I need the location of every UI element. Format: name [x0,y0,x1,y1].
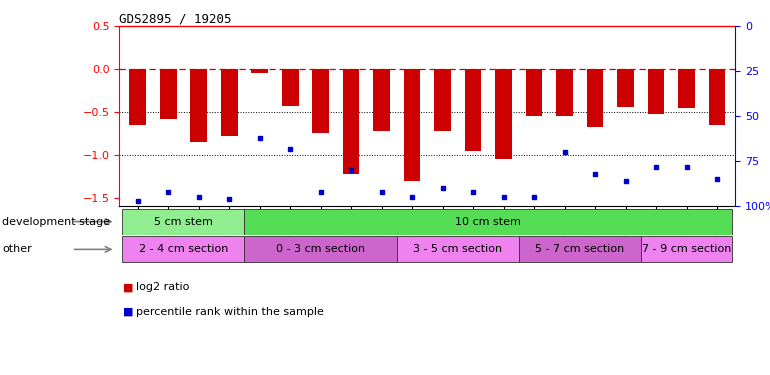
Bar [129,69,146,125]
Bar [397,236,519,262]
Bar [526,69,543,116]
Text: log2 ratio: log2 ratio [136,282,189,292]
Bar [190,69,207,142]
Text: ■: ■ [123,307,134,316]
Text: percentile rank within the sample: percentile rank within the sample [136,307,324,316]
Bar [495,69,512,159]
Bar [678,69,695,108]
Text: 0 - 3 cm section: 0 - 3 cm section [276,244,365,254]
Text: 10 cm stem: 10 cm stem [455,217,521,226]
Text: 5 cm stem: 5 cm stem [154,217,213,226]
Bar [122,236,244,262]
Text: 3 - 5 cm section: 3 - 5 cm section [413,244,502,254]
Bar [708,69,725,125]
Text: GDS2895 / 19205: GDS2895 / 19205 [119,12,232,25]
Text: other: other [2,244,32,254]
Bar [343,69,360,174]
Bar [587,69,604,128]
Bar [373,69,390,131]
Bar [251,69,268,74]
Bar [434,69,451,131]
Bar [221,69,237,136]
Bar [519,236,641,262]
Text: development stage: development stage [2,217,110,226]
Text: 2 - 4 cm section: 2 - 4 cm section [139,244,228,254]
Text: ■: ■ [123,282,134,292]
Bar [159,69,176,119]
Bar [403,69,420,180]
Bar [312,69,329,134]
Text: 7 - 9 cm section: 7 - 9 cm section [642,244,732,254]
Bar [641,236,732,262]
Bar [282,69,299,106]
Bar [244,236,397,262]
Bar [556,69,573,116]
Bar [122,209,244,235]
Text: 5 - 7 cm section: 5 - 7 cm section [535,244,624,254]
Bar [244,209,732,235]
Bar [465,69,481,150]
Bar [648,69,665,114]
Bar [618,69,634,107]
